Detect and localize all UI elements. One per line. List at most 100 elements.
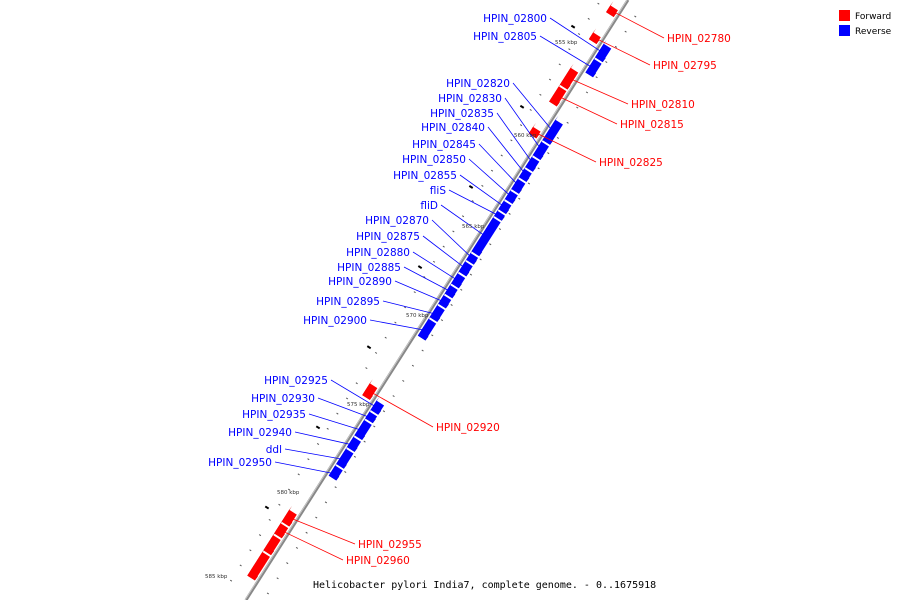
HPIN_02870-label[interactable]: HPIN_02870 bbox=[365, 215, 429, 227]
HPIN_02855-label[interactable]: HPIN_02855 bbox=[393, 170, 457, 182]
HPIN_02835-gene-body bbox=[525, 156, 540, 172]
fliS-label[interactable]: fliS bbox=[430, 185, 447, 197]
major-tick bbox=[570, 24, 576, 29]
minor-tick bbox=[614, 45, 618, 48]
HPIN_02895-connector bbox=[382, 300, 440, 316]
minor-tick bbox=[355, 382, 358, 385]
HPIN_02795-connector bbox=[592, 36, 651, 66]
HPIN_02780-gene[interactable] bbox=[606, 1, 618, 17]
fliD-label[interactable]: fliD bbox=[420, 200, 438, 212]
minor-tick bbox=[527, 182, 531, 185]
minor-tick bbox=[518, 197, 521, 200]
HPIN_02920-label[interactable]: HPIN_02920 bbox=[436, 422, 500, 434]
unlabeled-forward-1-gene[interactable] bbox=[263, 531, 281, 556]
HPIN_02795-label[interactable]: HPIN_02795 bbox=[653, 60, 717, 72]
HPIN_02835-label[interactable]: HPIN_02835 bbox=[430, 108, 494, 120]
HPIN_02875-connector bbox=[422, 235, 469, 271]
genome-title: Helicobacter pylori India7, complete gen… bbox=[313, 580, 656, 591]
minor-tick bbox=[500, 154, 503, 157]
minor-tick bbox=[266, 592, 270, 595]
HPIN_02845-gene-body bbox=[511, 178, 526, 194]
HPIN_02780-label[interactable]: HPIN_02780 bbox=[667, 33, 731, 45]
HPIN_02900-label[interactable]: HPIN_02900 bbox=[303, 315, 367, 327]
minor-tick bbox=[519, 124, 523, 127]
legend-reverse-swatch bbox=[839, 25, 850, 36]
HPIN_02950-label[interactable]: HPIN_02950 bbox=[208, 457, 272, 469]
minor-tick bbox=[324, 501, 328, 504]
minor-tick bbox=[460, 288, 463, 291]
minor-tick bbox=[316, 443, 320, 445]
HPIN_02940-label[interactable]: HPIN_02940 bbox=[228, 427, 292, 439]
HPIN_02895-gene-body bbox=[429, 305, 445, 322]
minor-tick bbox=[229, 579, 233, 582]
major-tick bbox=[264, 505, 270, 510]
minor-tick bbox=[479, 258, 482, 261]
minor-tick bbox=[450, 304, 453, 306]
HPIN_02810-gene[interactable] bbox=[559, 63, 579, 90]
minor-tick bbox=[413, 291, 416, 294]
minor-tick bbox=[624, 30, 627, 33]
minor-tick bbox=[295, 546, 299, 549]
HPIN_02800-label[interactable]: HPIN_02800 bbox=[483, 13, 547, 25]
HPIN_02950-gene[interactable] bbox=[328, 461, 343, 481]
HPIN_02825-label[interactable]: HPIN_02825 bbox=[599, 157, 663, 169]
scale-label: 575 kbp bbox=[347, 402, 370, 408]
unlabeled-forward-2-gene[interactable] bbox=[247, 547, 270, 581]
HPIN_02880-label[interactable]: HPIN_02880 bbox=[346, 247, 410, 259]
HPIN_02870-gene[interactable] bbox=[466, 248, 479, 265]
HPIN_02835-connector bbox=[496, 112, 535, 166]
HPIN_02935-label[interactable]: HPIN_02935 bbox=[242, 409, 306, 421]
minor-tick bbox=[278, 503, 281, 506]
HPIN_02955-gene[interactable] bbox=[281, 505, 297, 527]
gene-labels: HPIN_02800 HPIN_02805 HPIN_02820 HPIN_02830… bbox=[208, 13, 731, 567]
minor-tick bbox=[315, 516, 318, 519]
minor-tick bbox=[305, 531, 308, 534]
HPIN_02810-label[interactable]: HPIN_02810 bbox=[631, 99, 695, 111]
legend-forward-swatch bbox=[839, 10, 850, 21]
HPIN_02830-label[interactable]: HPIN_02830 bbox=[438, 93, 502, 105]
HPIN_02820-label[interactable]: HPIN_02820 bbox=[446, 78, 510, 90]
HPIN_02960-label[interactable]: HPIN_02960 bbox=[346, 555, 410, 567]
minor-tick bbox=[411, 364, 415, 367]
HPIN_02900-connector bbox=[369, 319, 430, 332]
minor-tick bbox=[334, 486, 337, 489]
HPIN_02955-label[interactable]: HPIN_02955 bbox=[358, 539, 422, 551]
HPIN_02805-label[interactable]: HPIN_02805 bbox=[473, 31, 537, 43]
ddl-label[interactable]: ddl bbox=[266, 444, 282, 456]
HPIN_02875-label[interactable]: HPIN_02875 bbox=[356, 231, 420, 243]
minor-tick bbox=[394, 321, 397, 324]
HPIN_02830-gene-body bbox=[532, 141, 549, 160]
fliD-gene[interactable] bbox=[471, 213, 501, 257]
HPIN_02800-gene[interactable] bbox=[595, 39, 612, 63]
minor-tick bbox=[597, 2, 600, 5]
minor-tick bbox=[585, 91, 589, 94]
minor-tick bbox=[373, 425, 376, 428]
minor-tick bbox=[461, 215, 465, 218]
minor-tick bbox=[353, 455, 357, 458]
HPIN_02840-label[interactable]: HPIN_02840 bbox=[421, 122, 485, 134]
HPIN_02935-gene[interactable] bbox=[354, 416, 372, 441]
minor-tick bbox=[490, 169, 494, 172]
HPIN_02940-gene[interactable] bbox=[346, 432, 362, 452]
HPIN_02845-gene[interactable] bbox=[511, 174, 526, 194]
HPIN_02960-connector bbox=[278, 529, 344, 561]
HPIN_02850-label[interactable]: HPIN_02850 bbox=[402, 154, 466, 166]
HPIN_02885-label[interactable]: HPIN_02885 bbox=[337, 262, 401, 274]
HPIN_02930-label[interactable]: HPIN_02930 bbox=[251, 393, 315, 405]
HPIN_02845-label[interactable]: HPIN_02845 bbox=[412, 139, 476, 151]
minor-tick bbox=[307, 458, 310, 461]
HPIN_02940-connector bbox=[294, 431, 357, 447]
HPIN_02815-label[interactable]: HPIN_02815 bbox=[620, 119, 684, 131]
minor-tick bbox=[577, 33, 581, 36]
HPIN_02925-label[interactable]: HPIN_02925 bbox=[264, 375, 328, 387]
HPIN_02890-label[interactable]: HPIN_02890 bbox=[328, 276, 392, 288]
HPIN_02900-gene[interactable] bbox=[417, 314, 437, 341]
HPIN_02795-gene[interactable] bbox=[588, 28, 601, 44]
HPIN_02950-gene-body bbox=[328, 465, 343, 481]
HPIN_02895-label[interactable]: HPIN_02895 bbox=[316, 296, 380, 308]
minor-tick bbox=[345, 397, 349, 400]
fliS-connector bbox=[448, 189, 502, 218]
minor-tick bbox=[268, 518, 271, 521]
legend-forward-label: Forward bbox=[855, 12, 891, 22]
